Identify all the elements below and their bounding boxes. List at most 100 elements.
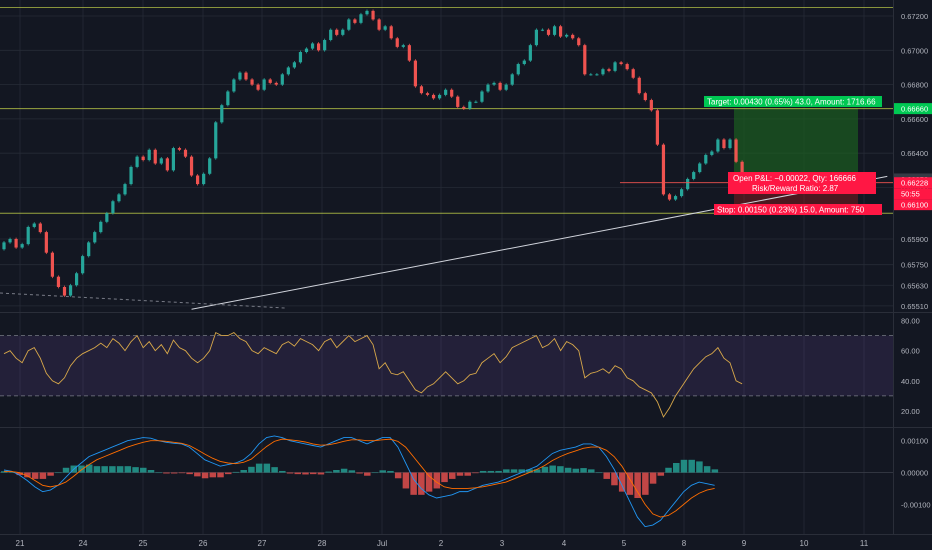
candle-body — [298, 52, 303, 63]
histogram-bar — [55, 472, 62, 474]
macd-pane[interactable] — [0, 435, 893, 528]
histogram-bar — [124, 466, 132, 473]
histogram-bar — [186, 472, 193, 475]
price-tick-label: 0.66600 — [901, 115, 928, 124]
macd-axis[interactable]: 0.00100 0.00000 -0.00100 — [901, 437, 931, 510]
candle-body — [129, 166, 133, 185]
candle-body — [208, 158, 212, 174]
histogram-bar — [618, 472, 626, 492]
candle-body — [510, 74, 514, 85]
candle-body — [196, 175, 200, 185]
candle-body — [268, 79, 272, 83]
histogram-bar — [603, 472, 610, 479]
price-pane[interactable] — [0, 6, 893, 310]
candle-body — [413, 60, 417, 87]
rsi-pane[interactable] — [0, 331, 893, 418]
candle-body — [552, 26, 557, 35]
candle-body — [165, 158, 169, 171]
candle-body — [601, 69, 605, 75]
candle-body — [14, 238, 18, 248]
date-tick-label: 21 — [16, 539, 25, 548]
target-label-group[interactable]: Target: 0.00430 (0.65%) 43.0, Amount: 17… — [704, 96, 882, 107]
histogram-bar — [564, 467, 572, 473]
rsi-tick-label: 20.00 — [901, 407, 920, 416]
histogram-bar — [402, 472, 410, 489]
histogram-bar — [510, 469, 518, 473]
candle-body — [105, 213, 109, 222]
candle-body — [371, 10, 375, 20]
histogram-bar — [387, 470, 394, 473]
trend-line[interactable] — [191, 175, 888, 310]
candle-body — [534, 29, 538, 46]
rsi-tick-label: 80.00 — [901, 317, 920, 326]
price-badge — [894, 103, 932, 115]
histogram-bar — [557, 466, 564, 473]
target-zone[interactable] — [734, 108, 858, 183]
histogram-bar — [456, 472, 464, 476]
histogram-bar — [224, 472, 232, 475]
histogram-bar — [688, 459, 695, 473]
candle-body — [722, 139, 726, 149]
candle-body — [401, 45, 405, 47]
candle-body — [655, 110, 659, 145]
histogram-bar — [286, 472, 294, 474]
candle-body — [589, 74, 593, 76]
candle-body — [577, 38, 581, 46]
histogram-bar — [526, 469, 533, 473]
date-tick-label: 25 — [139, 539, 148, 548]
stop-label-group[interactable]: Stop: 0.00150 (0.23%) 15.0, Amount: 750 — [714, 204, 882, 215]
rsi-axis[interactable]: 80.00 60.00 40.00 20.00 — [901, 317, 920, 416]
open-pnl-label: Open P&L: −0.00022, Qty: 166666 — [733, 174, 857, 183]
histogram-bar — [201, 472, 209, 479]
candle-body — [26, 226, 30, 245]
macd-tick-label: -0.00100 — [901, 500, 931, 509]
date-tick-label: 11 — [860, 539, 869, 548]
candle-body — [280, 74, 284, 85]
candle-body — [347, 19, 351, 30]
candle-body — [38, 223, 42, 233]
histogram-bar — [279, 470, 286, 473]
histogram-bar — [572, 468, 580, 473]
candle-body — [583, 45, 587, 75]
candle-body — [456, 96, 460, 107]
candle-body — [522, 60, 526, 65]
candle-body — [734, 139, 738, 162]
price-badge-label: 0.66100 — [901, 201, 928, 210]
histogram-bar — [518, 469, 526, 473]
histogram-bar — [371, 472, 379, 474]
histogram-bar — [580, 468, 587, 473]
candle-body — [220, 105, 224, 123]
open-pnl-label-group[interactable]: Open P&L: −0.00022, Qty: 166666 Risk/Rew… — [728, 172, 876, 194]
histogram-bar — [642, 472, 649, 495]
histogram-bar — [665, 467, 672, 473]
rsi-tick-label: 60.00 — [901, 347, 920, 356]
candle-body — [214, 122, 218, 159]
candle-body — [147, 149, 151, 161]
price-tick-label: 0.65630 — [901, 281, 928, 290]
candle-body — [171, 148, 175, 171]
time-axis[interactable]: 21 24 25 26 27 28 Jul 2 3 4 5 8 9 10 11 — [16, 539, 869, 548]
candle-body — [365, 10, 369, 15]
date-tick-label: 27 — [258, 539, 267, 548]
histogram-bar — [85, 464, 93, 473]
histogram-bar — [595, 472, 603, 474]
price-tick-label: 0.67200 — [901, 12, 928, 21]
histogram-bar — [340, 468, 348, 473]
histogram-bar — [209, 472, 217, 478]
histogram-bar — [394, 472, 402, 479]
histogram-bar — [649, 472, 657, 484]
histogram-bar — [232, 471, 240, 473]
histogram-bar — [302, 472, 309, 475]
price-axis[interactable]: 0.67200 0.67000 0.66800 0.66600 0.66400 0.662… — [893, 0, 929, 534]
candle-body — [686, 178, 690, 190]
price-badge-label: 0.66660 — [901, 105, 928, 114]
histogram-bar — [464, 472, 471, 476]
candle-body — [462, 106, 466, 109]
macd-line — [3, 435, 715, 528]
candle-body — [62, 286, 67, 296]
candle-body — [613, 62, 617, 71]
histogram-bar — [47, 472, 54, 476]
histogram-bar — [379, 470, 386, 473]
